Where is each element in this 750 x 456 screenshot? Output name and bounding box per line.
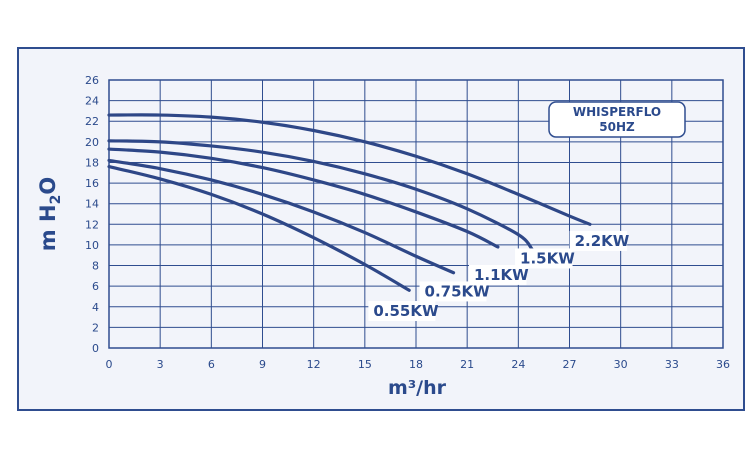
- curve-label-bg: [515, 248, 573, 269]
- curve-2-2kw: [107, 113, 592, 226]
- x-tick-label: 24: [511, 358, 525, 371]
- x-tick-label: 21: [460, 358, 474, 371]
- y-tick-label: 22: [85, 115, 99, 128]
- x-tick-label: 9: [259, 358, 266, 371]
- x-tick-label: 36: [716, 358, 730, 371]
- curve-label: 0.55KW: [373, 302, 439, 320]
- curve-label-bg: [569, 230, 628, 251]
- legend-line-1: WHISPERFLO: [573, 105, 661, 119]
- curve-label: 0.75KW: [425, 282, 491, 300]
- curve-label-bg: [419, 281, 487, 302]
- x-tick-label: 30: [614, 358, 628, 371]
- y-axis-title-sub: 2: [48, 195, 64, 205]
- curves: [107, 113, 592, 292]
- x-tick-label: 0: [106, 358, 113, 371]
- legend-box: WHISPERFLO 50HZ: [548, 101, 686, 138]
- y-tick-label: 8: [92, 260, 99, 273]
- y-tick-label: 6: [92, 280, 99, 293]
- y-tick-label: 24: [85, 95, 99, 108]
- chart-frame: 0 3 6 9 12 15 18 21 24 27 30 33 36 0 2 4 6 8 10 12 14 16 18 20…: [17, 47, 745, 411]
- y-tick-label: 10: [85, 239, 99, 252]
- y-tick-label: 0: [92, 342, 99, 355]
- x-axis-title: m³/hr: [388, 377, 447, 399]
- legend-line-2: 50HZ: [599, 120, 635, 134]
- y-tick-label: 26: [85, 74, 99, 87]
- curve-label-bg: [468, 264, 527, 285]
- y-axis-title: m H2O: [36, 177, 64, 251]
- y-tick-label: 16: [85, 177, 99, 190]
- y-tick-label: 14: [85, 198, 99, 211]
- curve-label: 1.5KW: [520, 249, 575, 267]
- curve-label: 2.2KW: [575, 232, 630, 250]
- curve-0-75kw: [107, 158, 456, 275]
- x-tick-label: 33: [665, 358, 679, 371]
- x-tick-label: 27: [563, 358, 577, 371]
- x-tick-label: 3: [157, 358, 164, 371]
- x-tick-labels: 0 3 6 9 12 15 18 21 24 27 30 33 36: [106, 358, 731, 371]
- y-axis-title-tail: O: [36, 177, 60, 195]
- curve-1-1kw: [107, 147, 500, 249]
- pump-curve-chart: 0 3 6 9 12 15 18 21 24 27 30 33 36 02468101214161820…: [36, 74, 731, 399]
- x-tick-label: 15: [358, 358, 372, 371]
- y-axis-title-main: m H: [36, 204, 60, 251]
- y-tick-label: 2: [92, 321, 99, 334]
- curve-1-5kw: [107, 139, 534, 251]
- y-tick-label: 18: [85, 156, 99, 169]
- y-tick-label: 12: [85, 218, 99, 231]
- curve-label: 1.1KW: [474, 266, 529, 284]
- x-tick-label: 18: [409, 358, 423, 371]
- curve-0-55kw: [107, 164, 411, 292]
- y-tick-label: 4: [92, 301, 99, 314]
- x-tick-label: 6: [208, 358, 215, 371]
- x-tick-label: 12: [307, 358, 321, 371]
- y-tick-label: 20: [85, 136, 99, 149]
- curve-label-bg: [368, 301, 436, 322]
